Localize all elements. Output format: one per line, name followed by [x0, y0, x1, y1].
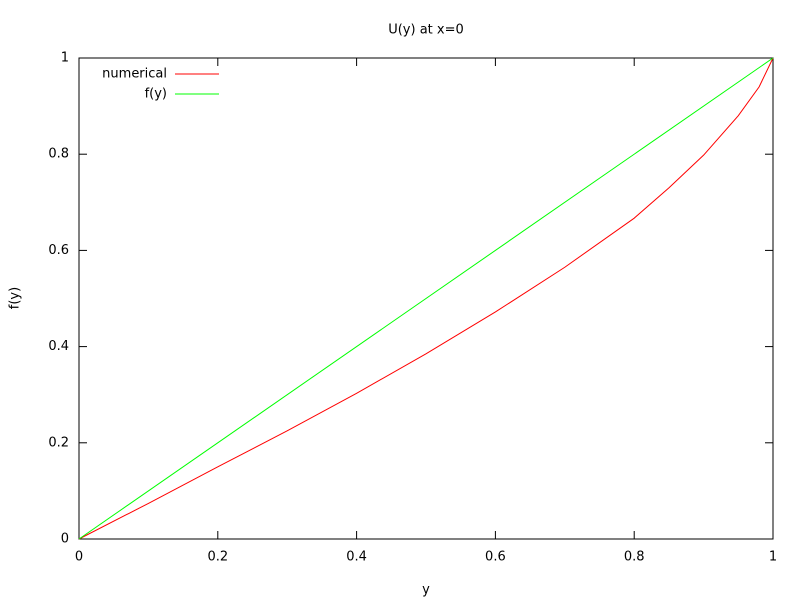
y-tick-label: 0: [61, 532, 69, 547]
legend-label: f(y): [145, 87, 167, 102]
plot-border: [78, 57, 774, 540]
x-tick-label: 1: [769, 550, 777, 565]
y-tick-label: 0.6: [48, 243, 69, 258]
x-tick-label: 0.2: [207, 550, 228, 565]
chart-title: U(y) at x=0: [388, 23, 464, 38]
data-line: [78, 57, 774, 540]
x-tick-label: 0.6: [485, 550, 506, 565]
x-tick-label: 0.4: [346, 550, 367, 565]
y-tick-label: 0.8: [48, 147, 69, 162]
data-line: [78, 57, 774, 540]
y-tick-label: 0.2: [48, 435, 69, 450]
y-tick-label: 1: [61, 51, 69, 66]
y-axis-label: f(y): [8, 287, 23, 309]
x-tick-label: 0: [75, 550, 83, 565]
y-tick-label: 0.4: [48, 339, 69, 354]
x-axis-label: y: [422, 583, 430, 598]
legend-label: numerical: [102, 67, 167, 82]
x-tick-label: 0.8: [624, 550, 645, 565]
